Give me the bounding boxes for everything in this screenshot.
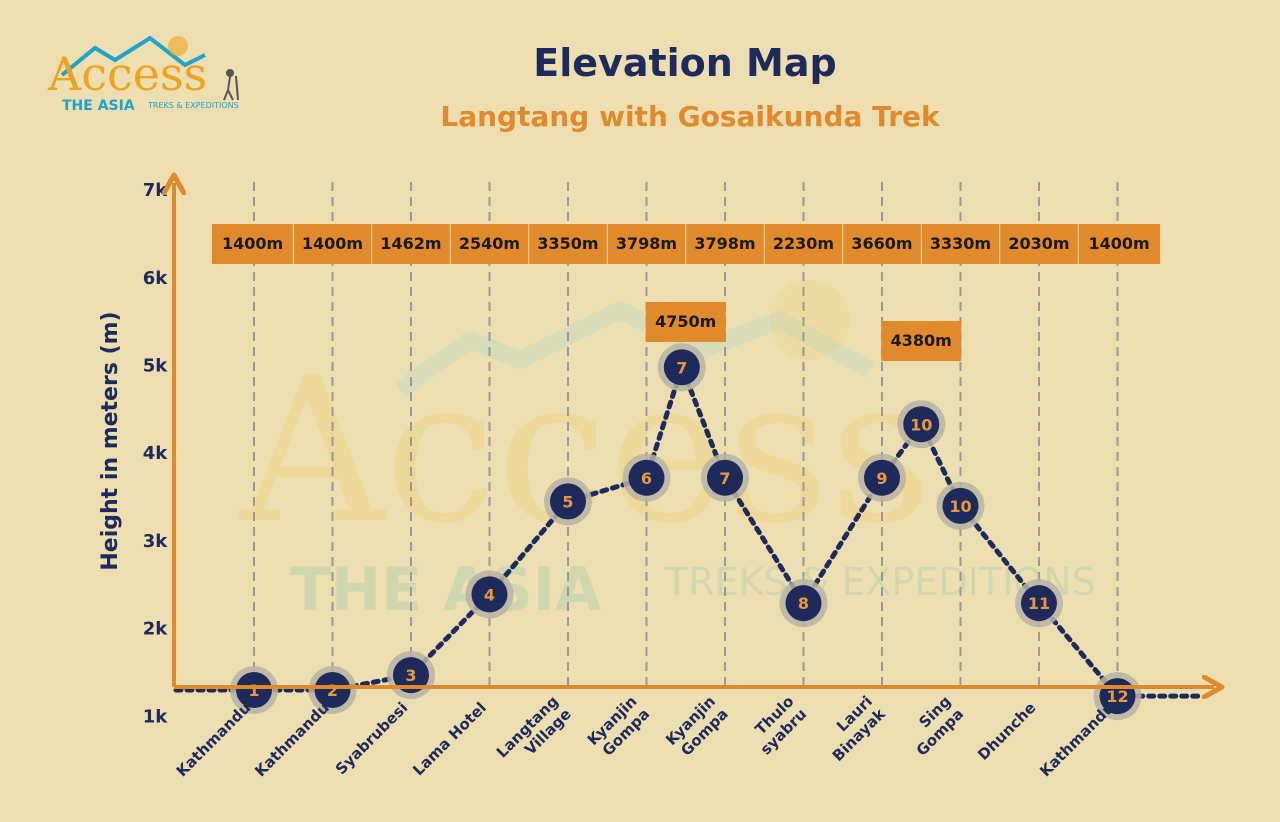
y-axis-title: Height in meters (m) xyxy=(98,311,123,570)
day-marker xyxy=(471,576,508,613)
day-marker-label: 10 xyxy=(910,415,932,434)
elevation-label: 2030m xyxy=(1008,234,1069,253)
elevation-label-box xyxy=(1078,224,1160,264)
x-tick-label-line: Lama Hotel xyxy=(409,699,490,780)
logo-tagline: THE ASIA xyxy=(62,98,135,114)
day-marker-label: 7 xyxy=(676,358,687,377)
watermark-brand: Access xyxy=(238,335,932,568)
elevation-label: 3330m xyxy=(930,234,991,253)
day-marker-label: 11 xyxy=(1028,594,1050,613)
peak-label: 4750m xyxy=(655,312,716,331)
elevation-label-row: 1400m 1400m 1462m 2540m 3350m 3798m 3798m 2230m… xyxy=(212,224,1160,264)
day-marker-label: 6 xyxy=(641,469,652,488)
elevation-label: 3798m xyxy=(694,234,755,253)
day-marker-label: 7 xyxy=(719,469,730,488)
day-marker xyxy=(663,349,700,386)
elevation-label-box xyxy=(999,224,1079,264)
y-tick-label: 2k xyxy=(143,619,169,640)
day-marker xyxy=(393,657,429,694)
elevation-label: 1400m xyxy=(222,234,283,253)
elevation-label: 3798m xyxy=(616,234,677,253)
watermark-tagline: THE ASIA xyxy=(290,555,602,625)
logo-subtagline: TREKS & EXPEDITIONS xyxy=(147,101,239,110)
watermark: Access THE ASIA TREKS & EXPEDITIONS xyxy=(238,280,1096,625)
x-tick-label: Lama Hotel xyxy=(409,699,490,780)
day-marker-label: 4 xyxy=(484,585,495,604)
day-marker-label: 3 xyxy=(405,666,416,685)
elevation-label: 3660m xyxy=(851,234,912,253)
elevation-label-box xyxy=(293,224,372,264)
peak-labels: 4750m 4380m xyxy=(645,302,962,361)
day-marker xyxy=(236,671,272,708)
route-path xyxy=(173,359,1203,699)
day-marker xyxy=(628,459,665,496)
day-marker-label: 5 xyxy=(562,492,573,511)
elevation-label-box xyxy=(764,224,843,264)
chart-title: Elevation Map xyxy=(533,41,836,85)
x-tick-label-line: Kathmandu xyxy=(173,699,255,781)
elevation-label: 1400m xyxy=(1089,234,1150,253)
day-marker-label: 1 xyxy=(248,681,259,700)
day-marker-label: 12 xyxy=(1106,687,1128,706)
y-tick-label: 5k xyxy=(143,356,169,377)
elevation-label: 2540m xyxy=(459,234,520,253)
elevation-label-box xyxy=(921,224,1000,264)
x-tick-label-line: Dhunche xyxy=(974,699,1039,764)
elevation-label-box xyxy=(607,224,686,264)
route-line xyxy=(173,359,1203,699)
day-marker xyxy=(550,483,586,520)
elevation-label-box xyxy=(212,224,294,264)
elevation-label-box xyxy=(842,224,922,264)
elevation-label: 3350m xyxy=(537,234,598,253)
y-tick-labels: 1k 2k 3k 4k 5k 6k 7k xyxy=(143,180,169,727)
y-tick-label: 6k xyxy=(143,268,169,289)
elevation-label-box xyxy=(528,224,608,264)
day-marker xyxy=(864,459,900,496)
elevation-label-box xyxy=(685,224,765,264)
logo: Access THE ASIA TREKS & EXPEDITIONS xyxy=(47,35,239,114)
y-tick-label: 1k xyxy=(143,706,169,727)
peak-label-box xyxy=(881,321,962,361)
day-marker xyxy=(785,585,822,622)
peak-label: 4380m xyxy=(891,331,952,350)
x-tick-label: Kathmandu xyxy=(1036,699,1118,781)
day-marker-label: 8 xyxy=(798,594,809,613)
day-marker-label: 10 xyxy=(949,497,971,516)
hiker-icon xyxy=(223,69,239,101)
elevation-label-box xyxy=(371,224,451,264)
day-marker xyxy=(707,459,743,496)
day-marker-label: 9 xyxy=(876,469,887,488)
elevation-label: 1400m xyxy=(302,234,363,253)
elevation-label: 2230m xyxy=(773,234,834,253)
logo-wordmark: Access xyxy=(47,47,207,101)
y-tick-label: 4k xyxy=(143,443,169,464)
day-marker xyxy=(942,487,979,524)
day-marker xyxy=(314,671,351,708)
day-marker xyxy=(1021,585,1057,622)
day-marker-label: 2 xyxy=(327,681,338,700)
x-tick-label: Kathmandu xyxy=(173,699,255,781)
day-marker xyxy=(903,406,940,443)
peak-label-box xyxy=(645,302,726,342)
y-tick-label: 7k xyxy=(143,180,169,201)
chart-subtitle: Langtang with Gosaikunda Trek xyxy=(440,100,941,133)
elevation-label-box xyxy=(450,224,529,264)
elevation-label: 1462m xyxy=(380,234,441,253)
x-tick-label: Dhunche xyxy=(974,699,1039,764)
y-tick-label: 3k xyxy=(143,531,169,552)
x-tick-label-line: Kathmandu xyxy=(1036,699,1118,781)
